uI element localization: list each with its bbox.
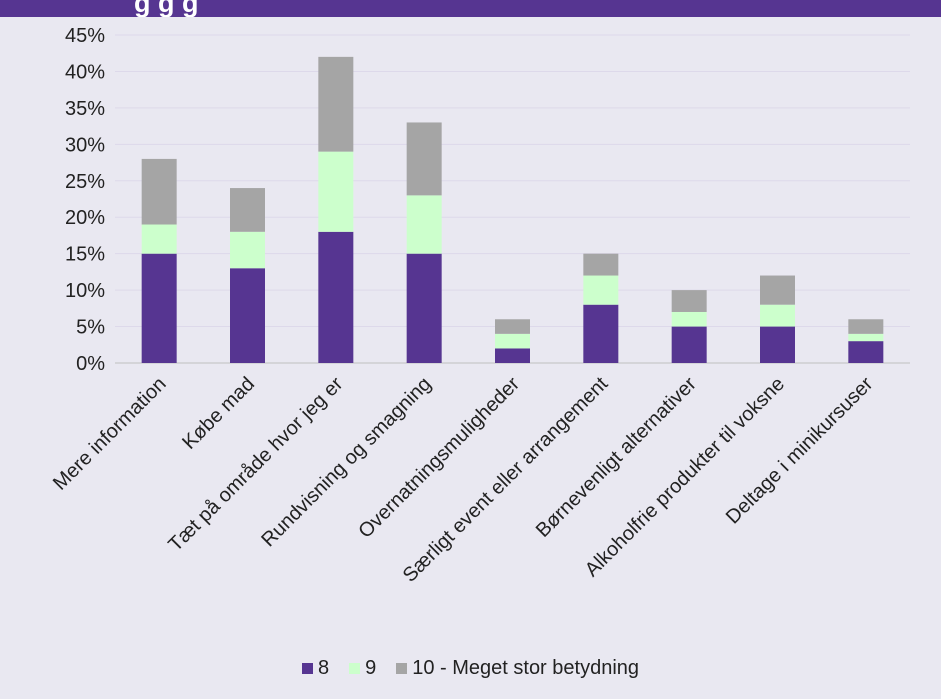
legend-swatch (301, 663, 313, 674)
bar-segment (230, 268, 265, 363)
bar-segment (141, 253, 177, 363)
bar-segment (406, 195, 442, 254)
bar-segment (583, 275, 619, 305)
x-tick-label: Mere information (49, 373, 171, 495)
bar-segment (141, 224, 177, 254)
x-tick-label: Rundvisning og smagning (257, 373, 435, 551)
bar-segment (495, 333, 530, 349)
x-tick-label: Deltage i minikursuser (722, 373, 878, 529)
bar-segment (848, 341, 884, 363)
y-tick-label: 10% (65, 280, 105, 302)
bar-segment (406, 122, 442, 196)
bar-segment (495, 319, 530, 334)
bar-segment (318, 231, 354, 363)
legend-label: 9 (365, 657, 377, 679)
y-tick-label: 35% (65, 98, 105, 120)
x-tick-label: Købe mad (178, 373, 259, 454)
bar-segment (318, 56, 354, 152)
bar-segment (583, 304, 619, 363)
y-tick-label: 0% (76, 353, 105, 375)
legend-swatch (396, 663, 408, 674)
legend: 8 9 10 - Meget stor betydning (0, 657, 941, 680)
bar-segment (848, 333, 884, 342)
chart-title-bar: g g g (0, 0, 941, 17)
x-tick-label: Børnevenligt alternativer (532, 373, 701, 542)
bar-segment (141, 158, 177, 225)
y-tick-label: 5% (76, 317, 105, 339)
bar-segment (848, 319, 884, 334)
legend-label: 8 (317, 657, 330, 679)
bar-segment (760, 275, 795, 305)
x-tick-label: Overnatningsmuligheder (354, 373, 524, 543)
bar-segment (671, 290, 707, 312)
bar-segment (318, 151, 354, 232)
bar-segment (760, 304, 795, 327)
stacked-bar-chart: 0% 5% 10% 15% 20% 25% 30% 35% 40% 45% Mere informa… (49, 25, 910, 587)
bar-segment (671, 326, 707, 363)
bar-segment (406, 253, 442, 363)
y-tick-label: 40% (65, 61, 105, 83)
bar-segment (230, 188, 265, 232)
x-tick-label: Tæt på område hvor jeg er (164, 373, 347, 556)
legend-item: 10 - Meget stor betydning (396, 657, 639, 680)
bar-segment (671, 311, 707, 327)
bar-segment (760, 326, 795, 363)
y-tick-label: 20% (65, 207, 105, 229)
y-tick-label: 45% (65, 25, 105, 47)
legend-swatch (349, 663, 361, 674)
legend-label: 10 - Meget stor betydning (412, 657, 640, 679)
legend-item: 9 (349, 657, 376, 680)
bar-segment (230, 231, 265, 269)
bar-segment (583, 253, 619, 276)
bar-segment (495, 348, 530, 363)
y-tick-label: 25% (65, 171, 105, 193)
y-tick-label: 30% (65, 134, 105, 156)
legend-item: 8 (301, 657, 330, 680)
chart-title: g g g (134, 0, 199, 17)
y-tick-label: 15% (65, 244, 105, 266)
